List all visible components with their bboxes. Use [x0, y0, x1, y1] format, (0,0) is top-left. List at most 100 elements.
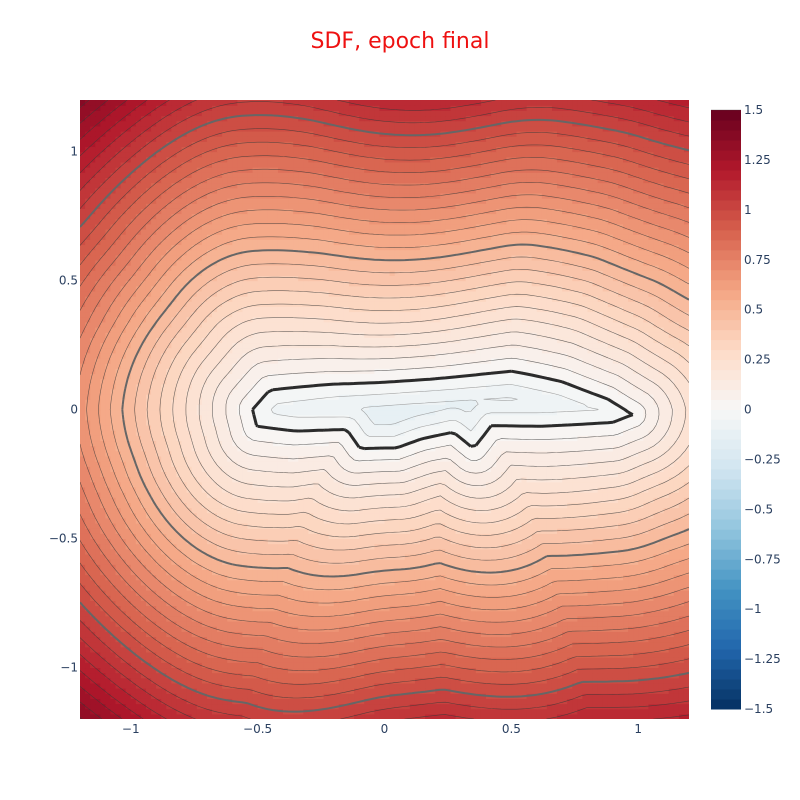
- heatmap-cell: [531, 646, 538, 653]
- heatmap-cell: [354, 620, 360, 627]
- heatmap-cell: [511, 651, 518, 658]
- heatmap-cell: [648, 605, 655, 612]
- heatmap-cell: [506, 610, 512, 617]
- heatmap-cell: [536, 569, 543, 576]
- heatmap-cell: [303, 703, 309, 710]
- heatmap-cell: [531, 682, 538, 689]
- heatmap-cell: [110, 605, 117, 612]
- heatmap-cell: [201, 631, 208, 638]
- heatmap-cell: [491, 579, 497, 586]
- heatmap-cell: [394, 600, 401, 607]
- heatmap-cell: [491, 641, 497, 648]
- heatmap-cell: [85, 667, 91, 674]
- heatmap-cell: [252, 667, 259, 674]
- heatmap-cell: [602, 677, 609, 684]
- heatmap-cell: [120, 708, 127, 715]
- heatmap-cell: [242, 677, 249, 684]
- heatmap-cell: [201, 615, 208, 622]
- heatmap-cell: [145, 569, 152, 576]
- heatmap-cell: [227, 703, 233, 710]
- heatmap-cell: [374, 600, 381, 607]
- heatmap-cell: [85, 533, 91, 540]
- heatmap-cell: [587, 682, 594, 689]
- heatmap-cell: [191, 590, 198, 596]
- heatmap-cell: [506, 543, 512, 550]
- heatmap-cell: [409, 631, 416, 638]
- heatmap-cell: [465, 595, 472, 601]
- heatmap-cell: [323, 507, 330, 514]
- heatmap-cell: [683, 538, 689, 545]
- heatmap-cell: [161, 553, 167, 560]
- heatmap-cell: [176, 615, 183, 622]
- heatmap-cell: [384, 564, 391, 571]
- heatmap-cell: [379, 507, 386, 514]
- heatmap-cell: [572, 651, 578, 658]
- heatmap-cell: [582, 569, 589, 576]
- heatmap-cell: [445, 522, 452, 529]
- heatmap-cell: [343, 569, 350, 576]
- heatmap-cell: [308, 688, 315, 694]
- heatmap-cell: [176, 667, 183, 674]
- heatmap-cell: [633, 626, 639, 632]
- heatmap-cell: [683, 533, 689, 540]
- heatmap-cell: [232, 677, 238, 684]
- heatmap-cell: [389, 564, 396, 571]
- heatmap-cell: [115, 631, 122, 638]
- heatmap-cell: [85, 651, 91, 658]
- heatmap-cell: [196, 533, 203, 540]
- heatmap-cell: [612, 569, 619, 576]
- heatmap-cell: [409, 620, 416, 627]
- heatmap-cell: [379, 641, 386, 648]
- heatmap-cell: [404, 507, 411, 514]
- heatmap-cell: [404, 569, 411, 576]
- heatmap-cell: [567, 517, 573, 524]
- heatmap-cell: [511, 559, 518, 565]
- heatmap-cell: [420, 657, 426, 663]
- heatmap-cell: [288, 543, 294, 550]
- heatmap-cell: [323, 615, 330, 622]
- heatmap-cell: [227, 620, 233, 627]
- heatmap-cell: [486, 559, 492, 565]
- heatmap-cell: [567, 662, 573, 669]
- heatmap-cell: [501, 559, 507, 565]
- heatmap-cell: [597, 553, 604, 560]
- heatmap-cell: [283, 600, 289, 607]
- heatmap-cell: [364, 548, 370, 555]
- heatmap-cell: [298, 517, 304, 524]
- heatmap-cell: [683, 626, 689, 632]
- heatmap-cell: [653, 533, 660, 540]
- heatmap-cell: [572, 703, 578, 710]
- heatmap-cell: [176, 713, 183, 719]
- heatmap-cell: [328, 553, 335, 560]
- heatmap-cell: [227, 693, 233, 699]
- heatmap-cell: [612, 688, 619, 694]
- heatmap-cell: [653, 708, 660, 715]
- heatmap-cell: [414, 693, 421, 699]
- heatmap-cell: [140, 610, 147, 617]
- heatmap-cell: [90, 688, 96, 694]
- heatmap-cell: [242, 512, 249, 519]
- heatmap-cell: [480, 646, 487, 653]
- heatmap-cell: [526, 517, 533, 524]
- heatmap-cell: [206, 595, 213, 601]
- heatmap-cell: [222, 636, 228, 643]
- heatmap-cell: [384, 713, 391, 719]
- heatmap-cell: [90, 703, 96, 710]
- heatmap-cell: [191, 646, 198, 653]
- heatmap-cell: [95, 605, 101, 612]
- heatmap-cell: [496, 579, 502, 586]
- heatmap-cell: [303, 641, 309, 648]
- heatmap-cell: [95, 620, 101, 627]
- heatmap-cell: [343, 620, 350, 627]
- heatmap-cell: [557, 605, 563, 612]
- heatmap-cell: [80, 605, 86, 612]
- heatmap-cell: [308, 703, 315, 710]
- heatmap-cell: [85, 677, 91, 684]
- heatmap-cell: [211, 507, 218, 514]
- heatmap-cell: [293, 538, 299, 545]
- heatmap-cell: [404, 641, 411, 648]
- heatmap-cell: [389, 605, 396, 612]
- heatmap-cell: [653, 693, 660, 699]
- heatmap-cell: [420, 553, 426, 560]
- heatmap-cell: [683, 620, 689, 627]
